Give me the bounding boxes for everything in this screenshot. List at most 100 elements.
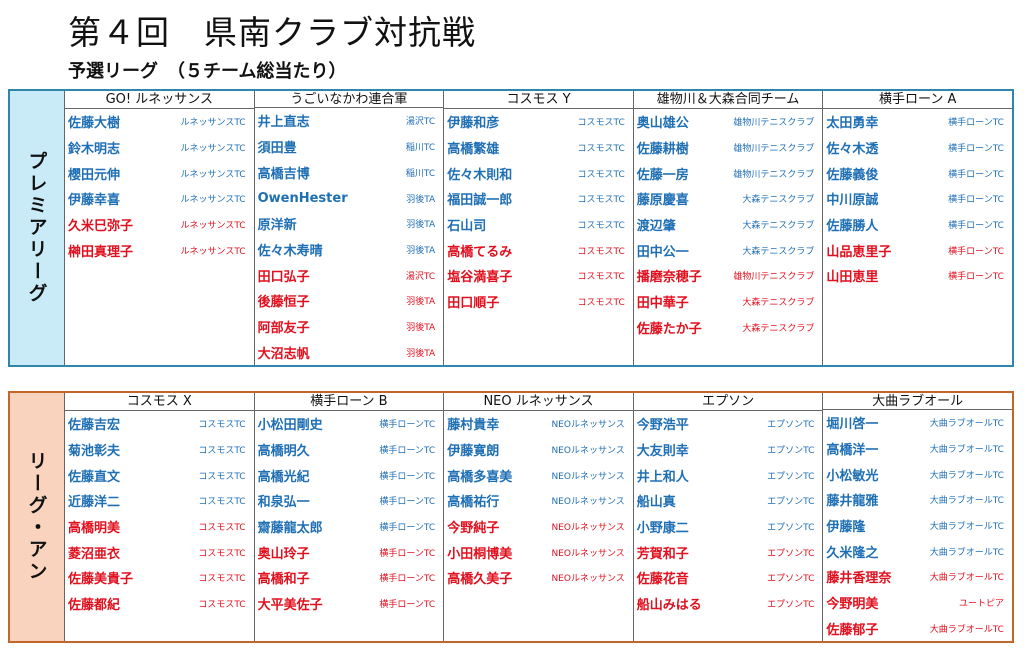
player-club: 雄物川テニスクラブ (733, 115, 814, 128)
player-club: 大森テニスクラブ (742, 321, 814, 334)
team-column: うごいなかわ連合軍 井上直志 湯沢TC 須田豊 稲川TC 高橋吉博 稲川TC OwenHest… (255, 91, 445, 365)
team-column: NEO ルネッサンス 藤村貴幸 NEOルネッサンス 伊藤寛朗 NEOルネッサンス 高橋多喜… (444, 393, 634, 641)
player-name: 小松田剛史 (258, 414, 323, 433)
player-row: 高橋明美 コスモスTC (65, 514, 254, 540)
player-name: 佐藤一房 (637, 164, 689, 183)
player-club: エプソンTC (767, 571, 814, 584)
player-club: エプソンTC (767, 417, 814, 430)
player-name: 藤井龍雅 (826, 490, 878, 509)
player-club: 横手ローンTC (379, 571, 435, 584)
player-row: 高橋久美子 NEOルネッサンス (444, 565, 633, 591)
player-list: 奥山雄公 雄物川テニスクラブ 佐藤耕樹 雄物川テニスクラブ 佐藤一房 雄物川テニスクラブ藤… (634, 109, 823, 340)
player-club: コスモスTC (578, 269, 625, 282)
player-name: 佐藤花音 (637, 568, 689, 587)
player-name: 奥山玲子 (258, 543, 310, 562)
player-name: 伊藤隆 (826, 516, 865, 535)
player-row: 高橋祐行 NEOルネッサンス (444, 488, 633, 514)
player-club: コスモスTC (578, 295, 625, 308)
page-subtitle: 予選リーグ （５チーム総当たり） (68, 57, 346, 83)
player-name: 櫻田元伸 (68, 164, 120, 183)
player-row: 井上直志 湯沢TC (255, 108, 444, 134)
player-name: 佐藤郁子 (826, 619, 878, 638)
player-name: 佐藤たか子 (637, 318, 702, 337)
player-club: 大森テニスクラブ (742, 295, 814, 308)
player-row: 今野純子 NEOルネッサンス (444, 514, 633, 540)
player-name: 佐々木則和 (447, 164, 512, 183)
player-name: 渡辺肇 (637, 215, 676, 234)
player-row: 高橋明久 横手ローンTC (255, 437, 444, 463)
player-club: 稲川TC (406, 140, 435, 153)
player-name: 高橋明久 (258, 440, 310, 459)
player-club: 稲川TC (406, 166, 435, 179)
player-list: 太田勇幸 横手ローンTC 佐々木透 横手ローンTC 佐藤義俊 横手ローンTC 中川原誠 横手ロ… (823, 109, 1012, 289)
player-row: 伊藤和彦 コスモスTC (444, 109, 633, 135)
player-name: 大友則幸 (637, 440, 689, 459)
player-row: 井上和人 エプソンTC (634, 462, 823, 488)
player-club: コスモスTC (578, 192, 625, 205)
player-club: NEOルネッサンス (551, 494, 624, 507)
player-name: 阿部友子 (258, 317, 310, 336)
player-row: 大友則幸 エプソンTC (634, 437, 823, 463)
player-name: 小田桐博美 (447, 543, 512, 562)
player-row: 佐藤耕樹 雄物川テニスクラブ (634, 135, 823, 161)
player-club: コスモスTC (578, 167, 625, 180)
player-club: 大曲ラブオールTC (930, 468, 1004, 481)
player-name: 高橋洋一 (826, 439, 878, 458)
player-name: 塩谷満喜子 (447, 266, 512, 285)
player-name: 佐藤大樹 (68, 112, 120, 131)
player-club: コスモスTC (198, 546, 245, 559)
player-name: 太田勇幸 (826, 112, 878, 131)
player-club: NEOルネッサンス (551, 571, 624, 584)
player-row: 田口弘子 湯沢TC (255, 262, 444, 288)
player-name: 藤井香理奈 (826, 567, 891, 586)
player-club: 羽後TA (406, 294, 435, 307)
player-row: 高橋和子 横手ローンTC (255, 565, 444, 591)
player-row: 原洋新 羽後TA (255, 211, 444, 237)
player-list: 井上直志 湯沢TC 須田豊 稲川TC 高橋吉博 稲川TC OwenHester 羽後TA 原洋新… (255, 108, 444, 365)
player-club: コスモスTC (578, 218, 625, 231)
player-row: 高橋光紀 横手ローンTC (255, 462, 444, 488)
player-club: 湯沢TC (406, 114, 435, 127)
player-row: 佐藤吉宏 コスモスTC (65, 411, 254, 437)
player-club: NEOルネッサンス (551, 520, 624, 533)
player-row: 齋藤龍太郎 横手ローンTC (255, 514, 444, 540)
player-name: 芳賀和子 (637, 543, 689, 562)
player-row: 小田桐博美 NEOルネッサンス (444, 539, 633, 565)
player-row: 佐藤花音 エプソンTC (634, 565, 823, 591)
player-name: 伊藤寛朗 (447, 440, 499, 459)
player-name: 藤原慶喜 (637, 189, 689, 208)
player-row: 太田勇幸 横手ローンTC (823, 109, 1012, 135)
player-row: 佐藤一房 雄物川テニスクラブ (634, 160, 823, 186)
league-an: リーグ・アン コスモス X 佐藤吉宏 コスモスTC 菊池彰夫 コスモスTC 佐藤直文 コスモ… (8, 391, 1014, 643)
player-name: 久米隆之 (826, 542, 878, 561)
player-name: 近藤洋二 (68, 491, 120, 510)
player-row: 芳賀和子 エプソンTC (634, 539, 823, 565)
player-row: 渡辺肇 大森テニスクラブ (634, 212, 823, 238)
player-name: 山品恵里子 (826, 241, 891, 260)
player-name: 高橋吉博 (258, 163, 310, 182)
player-name: 今野浩平 (637, 414, 689, 433)
player-row: 久米隆之 大曲ラブオールTC (823, 538, 1012, 564)
player-name: 田中華子 (637, 292, 689, 311)
player-list: 小松田剛史 横手ローンTC 高橋明久 横手ローンTC 高橋光紀 横手ローンTC 和泉弘一 横手… (255, 411, 444, 617)
player-name: 福田誠一郎 (447, 189, 512, 208)
player-row: 田中公一 大森テニスクラブ (634, 237, 823, 263)
player-row: 榊田真理子 ルネッサンスTC (65, 237, 254, 263)
player-name: 小松敏光 (826, 465, 878, 484)
player-club: 羽後TA (406, 320, 435, 333)
player-row: 鈴木明志 ルネッサンスTC (65, 135, 254, 161)
team-name: NEO ルネッサンス (444, 393, 633, 411)
team-column: 雄物川＆大森合同チーム 奥山雄公 雄物川テニスクラブ 佐藤耕樹 雄物川テニスクラブ 佐藤一… (634, 91, 824, 365)
player-club: 横手ローンTC (948, 192, 1004, 205)
player-club: 大曲ラブオールTC (930, 442, 1004, 455)
player-name: 高橋繁雄 (447, 138, 499, 157)
player-club: コスモスTC (198, 494, 245, 507)
player-club: 横手ローンTC (379, 443, 435, 456)
player-name: 高橋和子 (258, 568, 310, 587)
player-club: コスモスTC (578, 141, 625, 154)
player-club: ルネッサンスTC (181, 115, 246, 128)
team-name: GO! ルネッサンス (65, 91, 254, 109)
player-name: 佐々木透 (826, 138, 878, 157)
player-row: 佐藤直文 コスモスTC (65, 462, 254, 488)
league-label: プレミアリーグ (10, 91, 65, 365)
